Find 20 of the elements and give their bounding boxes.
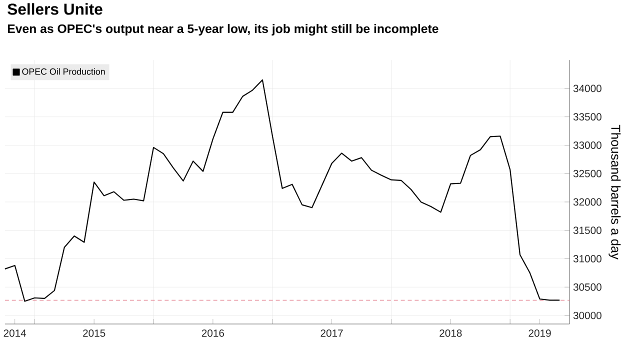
x-tick-label: 2018 — [440, 329, 462, 337]
y-tick-label: 30500 — [573, 283, 602, 291]
y-tick-label: 31000 — [573, 254, 602, 262]
x-tick-label: 2016 — [202, 329, 224, 337]
x-tick-label: 2015 — [83, 329, 106, 337]
y-axis-title: Thousand barrels a day — [608, 124, 621, 260]
y-tick-label: 32500 — [573, 170, 602, 178]
legend-label: OPEC Oil Production — [22, 68, 105, 75]
x-tick-label: 2014 — [4, 329, 26, 337]
y-tick-label: 30000 — [573, 312, 602, 320]
line-series — [4, 79, 560, 302]
y-tick-label: 31500 — [573, 226, 602, 234]
x-tick-label: 2017 — [320, 329, 343, 337]
y-tick-label: 32000 — [573, 198, 602, 206]
y-tick-label: 33000 — [573, 141, 602, 149]
y-tick-label: 34000 — [573, 84, 602, 92]
x-tick-label: 2019 — [528, 329, 551, 337]
chart-subtitle: Even as OPEC's output near a 5-year low, its job might still be incomplete — [8, 24, 438, 36]
chart-title: Sellers Unite — [8, 3, 102, 15]
y-tick-label: 33500 — [573, 113, 602, 120]
